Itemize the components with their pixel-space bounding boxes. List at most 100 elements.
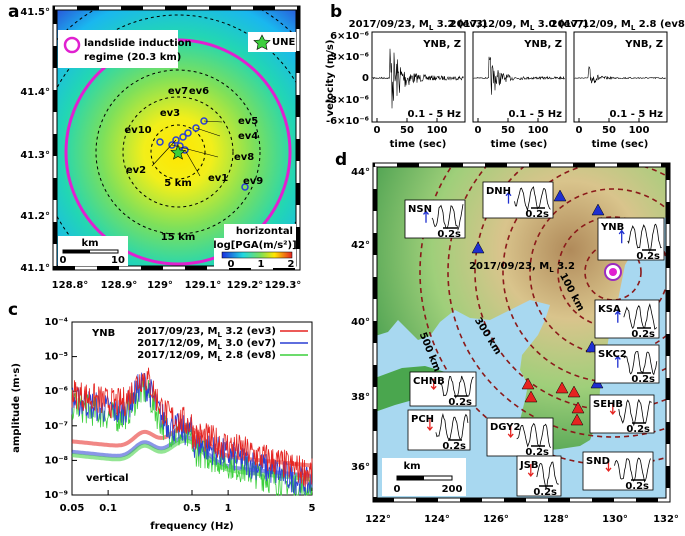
text-part: 3.2 (ev3) bbox=[433, 19, 487, 30]
text-part: 2.8 (ev8) bbox=[222, 350, 276, 361]
signal-spectrum bbox=[71, 367, 313, 488]
text-part: 3.2 (ev3) bbox=[222, 326, 276, 337]
inset-box bbox=[594, 299, 660, 339]
x-tick-label: 128.8° bbox=[52, 280, 89, 291]
x-tick-label: 126° bbox=[483, 514, 509, 525]
colorbar-tick: 0 bbox=[228, 259, 235, 270]
text-part: 2017/09/23, M bbox=[137, 326, 217, 337]
text-part: 2017/09/23, M bbox=[349, 19, 429, 30]
colorbar bbox=[221, 251, 293, 259]
distance-ring bbox=[419, 165, 668, 466]
component-label: horizontal bbox=[236, 226, 293, 237]
station-label: YNB bbox=[91, 328, 115, 339]
inset-waveform bbox=[627, 223, 662, 252]
event-label: ev8 bbox=[234, 152, 254, 163]
station-triangle bbox=[524, 390, 538, 403]
station-name: DNH bbox=[486, 186, 511, 197]
time-scale-label: 0.2s bbox=[631, 329, 655, 340]
text-part: 2017/12/09, M bbox=[137, 338, 217, 349]
station-triangle bbox=[521, 377, 535, 390]
station-triangle bbox=[553, 189, 567, 202]
event-marker bbox=[172, 136, 180, 144]
x-tick-label: 50 bbox=[501, 125, 515, 136]
legend-text: 2017/12/09, ML 3.0 (ev7) bbox=[137, 338, 276, 351]
x-tick-label: 50 bbox=[400, 125, 414, 136]
trace-title: 2017/09/23, ML 3.2 (ev3) bbox=[349, 19, 488, 32]
scale-tick: 0 bbox=[60, 255, 67, 266]
x-tick-label: 129° bbox=[147, 280, 173, 291]
event-marker-core bbox=[609, 268, 617, 276]
event-label: ev4 bbox=[238, 131, 258, 142]
map-frame-dash bbox=[373, 163, 670, 502]
spectra bbox=[71, 367, 313, 497]
time-scale-label: 0.2s bbox=[442, 441, 466, 452]
text-part: 2.8 (ev8) bbox=[635, 19, 685, 30]
y-tick-label: 41.2° bbox=[20, 211, 50, 222]
panel-label: c bbox=[8, 300, 18, 320]
waveform bbox=[473, 56, 565, 95]
y-tick-label: 40° bbox=[351, 317, 370, 328]
time-scale-label: 0.2s bbox=[533, 487, 557, 498]
text-part: 3.0 (ev7) bbox=[534, 19, 588, 30]
station-label: YNB, Z bbox=[523, 39, 562, 50]
band-label: 0.1 - 5 Hz bbox=[610, 109, 664, 120]
event-label: ev1 bbox=[208, 173, 228, 184]
polarity-arrow bbox=[507, 425, 514, 439]
x-tick-label: 5 bbox=[309, 503, 316, 514]
text-part: 2017/12/09, M bbox=[450, 19, 530, 30]
polarity-arrow bbox=[426, 418, 433, 432]
leader-line bbox=[195, 127, 221, 137]
y-tick-label: 44° bbox=[351, 167, 370, 178]
leader-line bbox=[151, 139, 177, 167]
y-tick-label: 10⁻⁵ bbox=[44, 352, 68, 363]
ring-label: 5 km bbox=[164, 178, 192, 189]
distance-ring bbox=[122, 96, 234, 208]
legend-text: regime (20.3 km) bbox=[84, 52, 181, 63]
scale-unit: km bbox=[81, 238, 98, 249]
time-scale-label: 0.2s bbox=[626, 424, 650, 435]
polarity-arrow bbox=[618, 229, 625, 244]
y-tick-label: 42° bbox=[351, 240, 370, 251]
x-tick-label: 100 bbox=[528, 125, 549, 136]
inset-box bbox=[597, 217, 665, 261]
legend-text: 2017/12/09, ML 2.8 (ev8) bbox=[137, 350, 276, 363]
x-tick-label: 100 bbox=[427, 125, 448, 136]
x-tick-label: 129.1° bbox=[185, 280, 222, 291]
event-label: ev5 bbox=[238, 116, 258, 127]
legend-circle bbox=[63, 36, 81, 54]
subscript: L bbox=[530, 24, 535, 32]
inset-box bbox=[594, 344, 660, 384]
inset-box bbox=[516, 455, 562, 497]
polarity-arrow bbox=[422, 210, 430, 223]
polarity-arrow bbox=[614, 355, 621, 368]
y-tick-label: 41.5° bbox=[20, 7, 50, 18]
y-tick-label: 3×10⁻⁶ bbox=[330, 52, 369, 63]
panel-label: b bbox=[330, 2, 342, 22]
ring-label: 15 km bbox=[161, 232, 195, 243]
distance-ring bbox=[557, 216, 668, 328]
y-tick-label: -6×10⁻⁶ bbox=[326, 116, 369, 127]
x-tick-label: 128.9° bbox=[101, 280, 138, 291]
inset-waveform bbox=[514, 186, 551, 211]
station-name: SKC2 bbox=[598, 349, 627, 360]
polarity-arrow bbox=[430, 378, 437, 390]
x-tick-label: 130° bbox=[602, 514, 628, 525]
station-name: YNB bbox=[600, 222, 624, 233]
x-tick-label: 122° bbox=[365, 514, 391, 525]
distance-ring bbox=[95, 69, 261, 235]
event-label: ev2 bbox=[126, 165, 146, 176]
x-axis-label: time (sec) bbox=[592, 139, 649, 150]
polarity-arrow bbox=[527, 464, 534, 478]
y-tick-label: 41.1° bbox=[20, 263, 50, 274]
y-tick-label: 10⁻⁶ bbox=[44, 386, 68, 397]
event-label: ev7 bbox=[168, 86, 188, 97]
x-tick-label: 128° bbox=[543, 514, 569, 525]
inset-waveform bbox=[431, 204, 464, 231]
leader-line bbox=[184, 149, 201, 177]
text-part: 2017/09/23, M bbox=[469, 261, 549, 272]
time-scale-label: 0.2s bbox=[448, 397, 472, 408]
legend-text: 2017/09/23, ML 3.2 (ev3) bbox=[137, 326, 276, 339]
trace-box bbox=[573, 31, 668, 123]
y-tick-label: 10⁻⁷ bbox=[44, 421, 68, 432]
event-label: ev6 bbox=[189, 86, 209, 97]
